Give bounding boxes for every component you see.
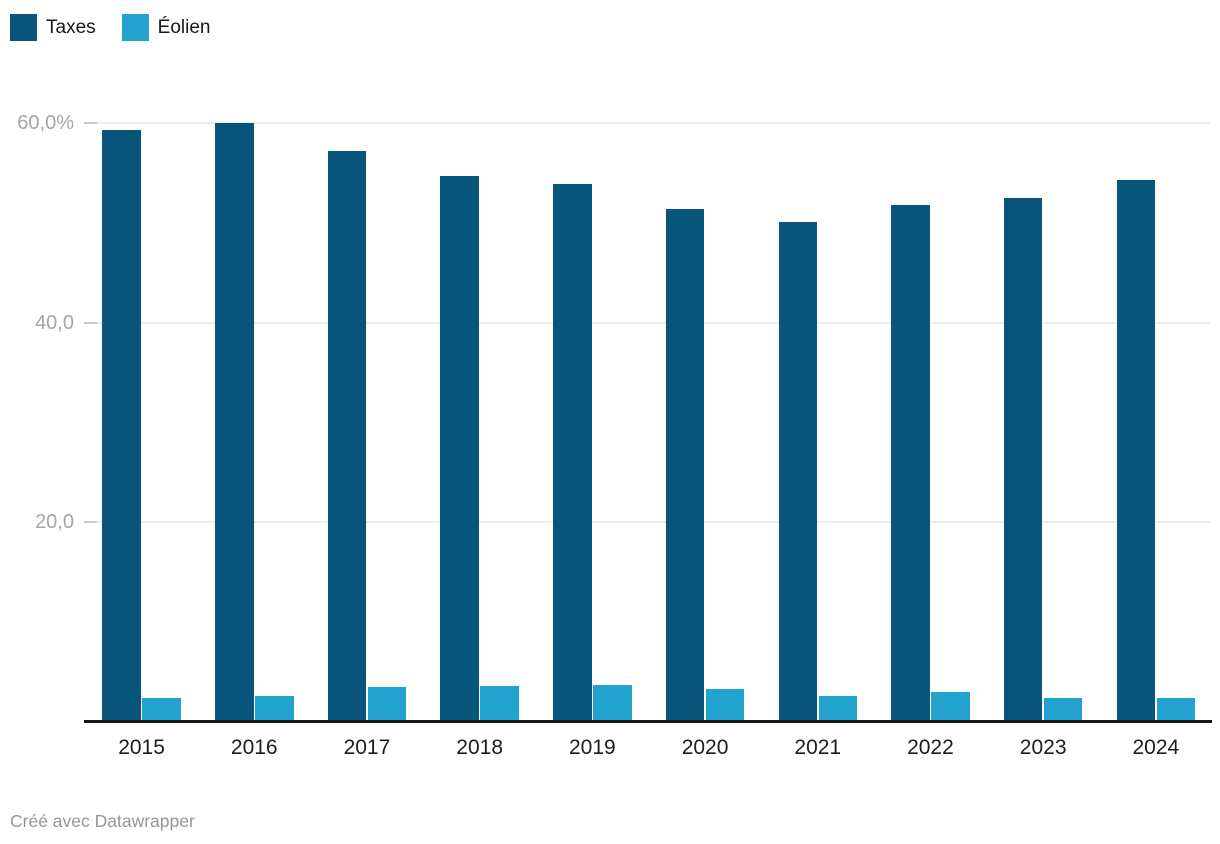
bar-taxes-2019[interactable] — [553, 184, 592, 722]
x-axis-line — [84, 720, 1212, 723]
y-axis-tick — [84, 122, 97, 125]
bar-taxes-2018[interactable] — [440, 176, 479, 722]
bar-taxes-2015[interactable] — [102, 130, 141, 722]
x-tick-label-2015: 2015 — [118, 736, 165, 759]
x-tick-label-2023: 2023 — [1019, 736, 1067, 759]
bar-taxes-2023[interactable] — [1003, 198, 1043, 722]
bar-taxes-2016[interactable] — [215, 123, 254, 722]
bar-éolien-2019[interactable] — [593, 684, 632, 722]
legend-label: Éolien — [157, 17, 211, 38]
x-tick-label-2019: 2019 — [568, 736, 616, 759]
bar-éolien-2020[interactable] — [705, 688, 745, 722]
bar-éolien-2018[interactable] — [480, 685, 519, 722]
legend-item-eolien: Éolien — [121, 14, 211, 41]
bar-éolien-2022[interactable] — [931, 691, 970, 722]
taxes-swatch-icon — [10, 14, 37, 41]
x-tick-label-2024: 2024 — [1132, 736, 1180, 759]
gridline-40 — [84, 321, 1210, 324]
legend-label: Taxes — [46, 17, 96, 38]
legend: Taxes Éolien — [10, 14, 210, 41]
y-axis-tick — [84, 521, 97, 524]
y-tick-label: 40,0 — [35, 311, 74, 334]
x-tick-label-2016: 2016 — [230, 736, 278, 759]
x-tick-label-2018: 2018 — [456, 736, 503, 759]
bar-éolien-2016[interactable] — [255, 695, 294, 722]
y-tick-label: 20,0 — [35, 511, 74, 534]
bar-éolien-2017[interactable] — [367, 686, 407, 722]
x-tick-label-2020: 2020 — [681, 736, 729, 759]
eolien-swatch-icon — [121, 14, 149, 41]
gridline-60 — [84, 122, 1210, 125]
bar-taxes-2017[interactable] — [327, 151, 367, 722]
bar-éolien-2024[interactable] — [1156, 697, 1196, 722]
bar-éolien-2023[interactable] — [1043, 697, 1083, 722]
x-tick-label-2017: 2017 — [343, 736, 391, 759]
y-axis-tick — [84, 321, 97, 324]
gridline-20 — [84, 521, 1210, 524]
bar-taxes-2022[interactable] — [891, 205, 930, 722]
y-tick-label: 60,0% — [17, 112, 74, 135]
bar-éolien-2021[interactable] — [818, 695, 857, 722]
bar-taxes-2024[interactable] — [1116, 180, 1156, 722]
attribution-text: Créé avec Datawrapper — [10, 811, 195, 831]
bar-éolien-2015[interactable] — [142, 697, 181, 722]
x-tick-label-2021: 2021 — [794, 736, 842, 759]
bar-taxes-2021[interactable] — [778, 222, 817, 722]
bar-taxes-2020[interactable] — [665, 209, 705, 722]
x-tick-label-2022: 2022 — [907, 736, 954, 759]
legend-item-taxes: Taxes — [10, 14, 96, 41]
